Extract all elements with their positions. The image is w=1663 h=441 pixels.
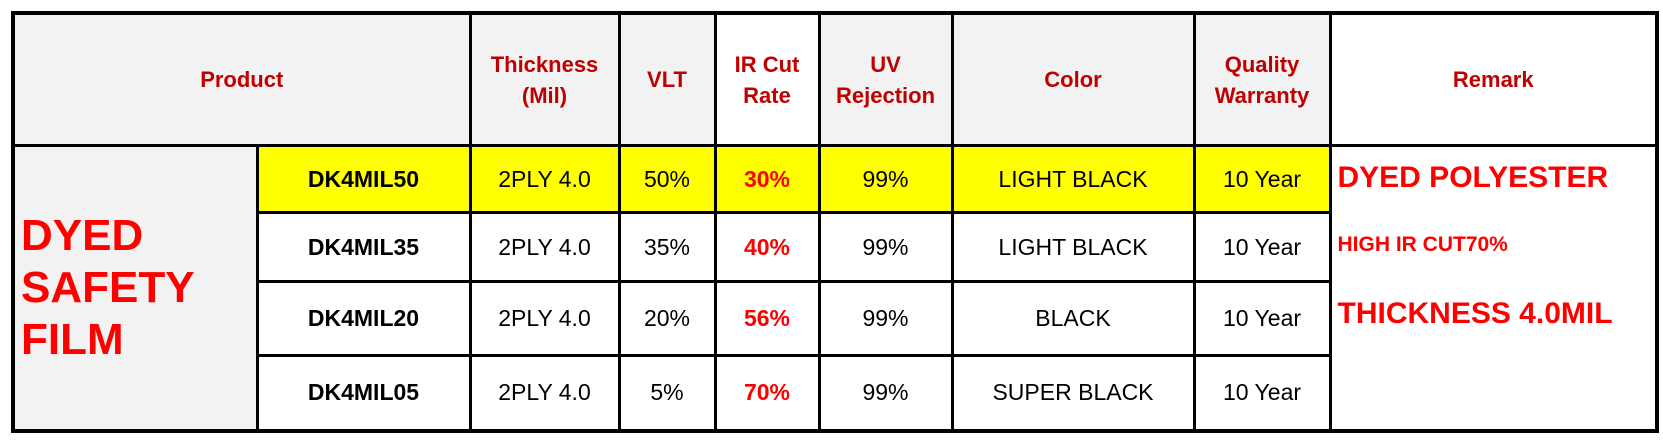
body-row: DYED SAFETY FILM DK4MIL50 2PLY 4.0 50% 30% 99… [11, 144, 1659, 432]
cell: 99% [817, 211, 954, 283]
remark-line: THICKNESS 4.0MIL [1337, 297, 1613, 330]
cell: 35% [617, 211, 717, 283]
cell: DK4MIL35 [255, 211, 472, 283]
body-row: DK4MIL35 2PLY 4.0 35% 40% 99% LIGHT BLACK 10 Y… [13, 211, 1657, 283]
cell: 2PLY 4.0 [468, 280, 621, 357]
cell: 5% [617, 354, 717, 432]
cell: 30% [713, 144, 821, 214]
cell: 20% [617, 280, 717, 357]
header-cell: IR Cut Rate [713, 11, 821, 147]
remark-line: HIGH IR CUT70% [1337, 233, 1508, 256]
cell: 40% [713, 211, 821, 283]
body-row: DK4MIL20 2PLY 4.0 20% 56% 99% BLACK 10 Year [13, 280, 1657, 357]
remark-cell: DYED POLYESTER HIGH IR CUT70% THICKNESS 4.… [1328, 144, 1659, 432]
cell: 10 Year [1192, 280, 1332, 357]
cell: BLACK [950, 280, 1196, 357]
cell: 10 Year [1192, 211, 1332, 283]
cell: 2PLY 4.0 [468, 144, 621, 214]
cell: DK4MIL50 [255, 144, 472, 214]
cell: 10 Year [1192, 354, 1332, 432]
header-cell: Color [950, 11, 1196, 147]
cell: 50% [617, 144, 717, 214]
remark-line: DYED POLYESTER [1337, 161, 1609, 194]
cell: 99% [817, 354, 954, 432]
cell: 70% [713, 354, 821, 432]
body-row: DK4MIL05 2PLY 4.0 5% 70% 99% SUPER BLACK 10 Ye… [13, 354, 1657, 432]
header-row: Product Thickness (Mil) VLT IR Cut Rate … [11, 11, 1659, 147]
cell: 99% [817, 280, 954, 357]
header-cell: Remark [1328, 11, 1659, 147]
cell: 2PLY 4.0 [468, 354, 621, 432]
group-cell: DYED SAFETY FILM [11, 144, 259, 432]
header-cell: Product [11, 11, 472, 147]
cell: LIGHT BLACK [950, 144, 1196, 214]
header-cell: UV Rejection [817, 11, 954, 147]
cell: DK4MIL20 [255, 280, 472, 357]
cell: DK4MIL05 [255, 354, 472, 432]
header-cell: VLT [617, 11, 717, 147]
cell: 2PLY 4.0 [468, 211, 621, 283]
header-cell: Thickness (Mil) [468, 11, 621, 147]
cell: 99% [817, 144, 954, 214]
cell: 10 Year [1192, 144, 1332, 214]
cell: LIGHT BLACK [950, 211, 1196, 283]
cell: SUPER BLACK [950, 354, 1196, 432]
cell: 56% [713, 280, 821, 357]
spec-table: Product Thickness (Mil) VLT IR Cut Rate … [11, 11, 1659, 433]
header-cell: Quality Warranty [1192, 11, 1332, 147]
